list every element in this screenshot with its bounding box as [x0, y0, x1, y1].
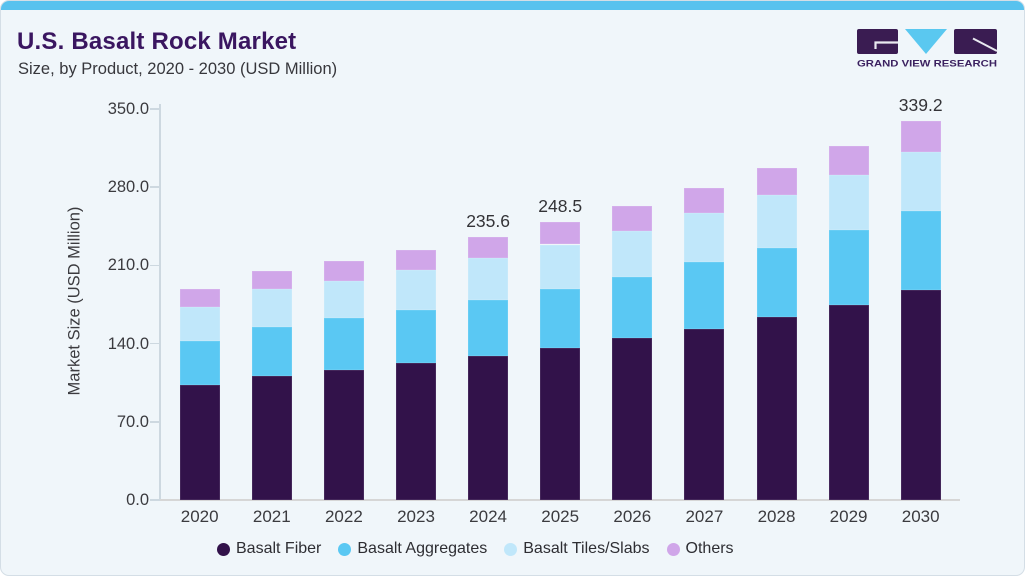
x-tick-label-2020: 2020	[180, 507, 219, 526]
y-axis-title: Market Size (USD Million)	[65, 206, 84, 396]
bar-segment-basalt-aggregates-2029	[828, 230, 869, 305]
total-label-2030: 339.2	[898, 95, 943, 116]
y-tick-label-210.0: 210.0	[107, 256, 149, 275]
bar-segment-basalt-fiber-2026	[612, 338, 653, 500]
y-tick-label-280.0: 280.0	[107, 178, 149, 197]
legend-item-basalt-fiber: Basalt Fiber	[217, 540, 321, 558]
logo-v-triangle	[905, 29, 947, 54]
bar-segment-basalt-fiber-2030	[900, 289, 941, 500]
bar-segment-basalt-tiles-slabs-2024	[468, 258, 509, 300]
legend-dot-others	[666, 542, 680, 556]
bar-segment-others-2021	[251, 271, 292, 290]
bar-segment-basalt-tiles-slabs-2022	[323, 281, 364, 319]
bar-segment-basalt-aggregates-2020	[179, 341, 220, 386]
bar-segment-others-2030	[900, 121, 941, 152]
y-tick-label-0.0: 0.0	[126, 491, 149, 509]
logo-wordmark: GRAND VIEW RESEARCH	[857, 59, 997, 69]
x-tick-label-2024: 2024	[469, 507, 507, 526]
bar-segment-basalt-tiles-slabs-2029	[828, 175, 869, 231]
logo-r-cut	[972, 37, 998, 52]
bar-segment-others-2025	[540, 222, 581, 245]
top-accent-strip	[1, 1, 1024, 10]
bar-segment-others-2028	[756, 167, 797, 196]
bar-segment-basalt-fiber-2022	[323, 370, 364, 500]
bar-segment-others-2020	[179, 289, 220, 308]
x-tick-label-2028: 2028	[757, 507, 796, 526]
y-axis-line	[159, 104, 161, 500]
bar-segment-basalt-tiles-slabs-2020	[179, 307, 220, 342]
logo-g-cut	[874, 41, 898, 49]
x-tick-label-2026: 2026	[613, 507, 652, 526]
bar-segment-others-2023	[396, 249, 436, 270]
legend-item-basalt-aggregates: Basalt Aggregates	[338, 540, 487, 558]
legend-dot-basalt-aggregates	[338, 542, 352, 556]
bar-segment-basalt-aggregates-2023	[396, 309, 436, 364]
legend-label-basalt-aggregates: Basalt Aggregates	[357, 540, 488, 557]
y-tick-label-70.0: 70.0	[116, 412, 149, 431]
bar-segment-basalt-fiber-2024	[468, 355, 509, 500]
y-tick-label-350.0: 350.0	[107, 100, 149, 118]
bar-segment-basalt-tiles-slabs-2023	[396, 269, 436, 310]
x-tick-label-2025: 2025	[541, 507, 580, 526]
bar-segment-others-2022	[323, 261, 364, 282]
bar-segment-basalt-tiles-slabs-2025	[540, 244, 581, 289]
x-tick-label-2027: 2027	[685, 507, 724, 526]
bar-segment-others-2029	[828, 146, 869, 176]
legend-label-basalt-fiber: Basalt Fiber	[236, 540, 322, 557]
legend-item-others: Others	[666, 540, 734, 558]
bar-segment-basalt-aggregates-2028	[756, 248, 797, 318]
grand-view-research-logo: GRAND VIEW RESEARCH	[857, 29, 998, 69]
bar-segment-others-2027	[684, 187, 725, 213]
y-tick-mark	[150, 499, 160, 501]
bar-segment-basalt-aggregates-2021	[251, 327, 292, 376]
bar-segment-basalt-fiber-2025	[540, 347, 581, 500]
bar-segment-basalt-aggregates-2026	[612, 277, 653, 339]
bar-segment-basalt-fiber-2027	[684, 328, 725, 500]
x-tick-label-2023: 2023	[397, 507, 435, 526]
y-tick-mark	[150, 421, 160, 423]
legend-dot-basalt-tiles-slabs	[504, 542, 518, 556]
bar-segment-basalt-tiles-slabs-2030	[900, 151, 941, 212]
y-tick-mark	[150, 342, 160, 345]
total-label-2024: 235.6	[466, 210, 510, 231]
bar-segment-basalt-tiles-slabs-2026	[612, 231, 653, 278]
bar-segment-basalt-tiles-slabs-2028	[756, 195, 797, 249]
y-tick-mark	[150, 108, 160, 110]
chart-legend: Basalt Fiber Basalt Aggregates Basalt Tile…	[217, 540, 734, 558]
x-tick-label-2029: 2029	[829, 507, 868, 526]
bar-segment-others-2024	[468, 236, 509, 259]
page-title: U.S. Basalt Rock Market	[17, 28, 297, 55]
bar-segment-basalt-fiber-2028	[756, 317, 797, 500]
legend-label-others: Others	[685, 540, 734, 557]
logo-r-block	[954, 29, 997, 54]
x-tick-label-2030: 2030	[901, 507, 940, 526]
bar-segment-basalt-aggregates-2025	[540, 288, 581, 348]
bar-segment-basalt-fiber-2021	[251, 375, 292, 500]
legend-label-basalt-tiles-slabs: Basalt Tiles/Slabs	[523, 540, 650, 557]
bar-segment-others-2026	[612, 205, 653, 232]
bar-segment-basalt-fiber-2023	[396, 363, 436, 500]
x-axis-line	[160, 499, 960, 501]
y-tick-label-140.0: 140.0	[107, 334, 149, 353]
bar-segment-basalt-fiber-2029	[828, 304, 869, 500]
legend-dot-basalt-fiber	[217, 542, 230, 556]
bar-segment-basalt-tiles-slabs-2021	[251, 289, 292, 328]
total-label-2025: 248.5	[538, 196, 583, 217]
bar-segment-basalt-aggregates-2030	[900, 211, 941, 290]
y-tick-mark	[150, 264, 160, 267]
bar-segment-basalt-aggregates-2024	[468, 299, 509, 356]
bar-segment-basalt-fiber-2020	[179, 385, 220, 500]
page-subtitle: Size, by Product, 2020 - 2030 (USD Milli…	[18, 60, 338, 78]
x-tick-label-2022: 2022	[324, 507, 363, 526]
bar-segment-basalt-aggregates-2027	[684, 262, 725, 329]
legend-item-basalt-tiles-slabs: Basalt Tiles/Slabs	[504, 540, 650, 558]
bar-segment-basalt-tiles-slabs-2027	[684, 213, 725, 263]
y-tick-mark	[150, 186, 160, 188]
bar-segment-basalt-aggregates-2022	[323, 318, 364, 371]
x-tick-label-2021: 2021	[252, 507, 291, 526]
